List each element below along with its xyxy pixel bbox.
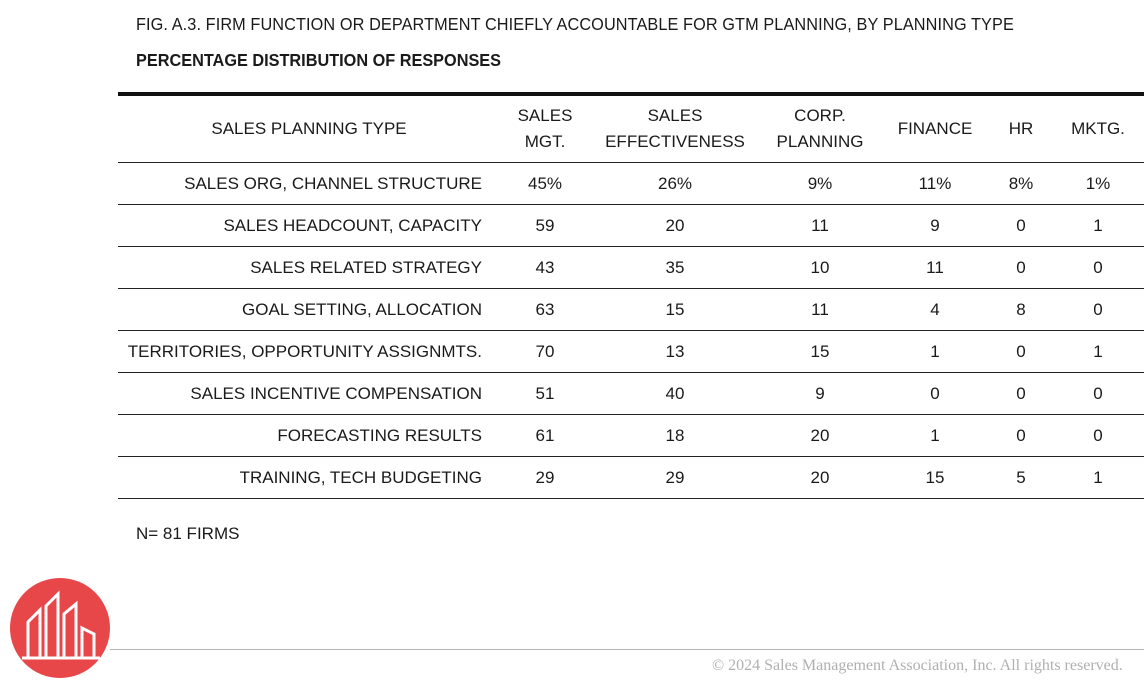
table-cell: 8% [990,162,1052,205]
table-cell: 43 [500,246,590,289]
table-cell: 63 [500,288,590,331]
table-cell: 0 [880,372,990,415]
data-table: SALES PLANNING TYPE SALES MGT. SALES EFFECTI… [118,96,1144,499]
footer-divider [110,649,1144,650]
table-cell: 11% [880,162,990,205]
table-cell: 8 [990,288,1052,331]
column-header: SALES EFFECTIVENESS [590,96,760,163]
table-cell: 1 [1052,330,1144,373]
table-cell: 26% [590,162,760,205]
table-cell: 1 [880,330,990,373]
table-body: SALES ORG, CHANNEL STRUCTURE 45% 26% 9% 11% 8… [118,162,1144,499]
column-header-line: MKTG. [1071,119,1125,138]
table-cell: 9 [760,372,880,415]
row-label: GOAL SETTING, ALLOCATION [118,288,500,331]
column-header: SALES MGT. [500,96,590,163]
table-cell: 61 [500,414,590,457]
column-header: MKTG. [1052,96,1144,163]
table-cell: 4 [880,288,990,331]
table-cell: 35 [590,246,760,289]
table-row: TERRITORIES, OPPORTUNITY ASSIGNMTS. 70 13 1… [118,330,1144,373]
column-header-line: CORP. [794,106,846,125]
table-cell: 1 [1052,204,1144,247]
table-cell: 9% [760,162,880,205]
figure-title: FIG. A.3. FIRM FUNCTION OR DEPARTMENT CH… [136,14,1014,34]
column-header: HR [990,96,1052,163]
table-cell: 20 [590,204,760,247]
row-label: TERRITORIES, OPPORTUNITY ASSIGNMTS. [118,330,500,373]
figure-subtitle: PERCENTAGE DISTRIBUTION OF RESPONSES [136,50,502,70]
column-header-line: MGT. [524,132,566,151]
column-header-line: SALES [647,106,703,125]
column-header: CORP. PLANNING [760,96,880,163]
table-cell: 0 [1052,246,1144,289]
table-cell: 15 [880,456,990,499]
table-cell: 11 [760,288,880,331]
table-cell: 0 [1052,372,1144,415]
table-cell: 0 [1052,414,1144,457]
table-cell: 29 [500,456,590,499]
table-cell: 1% [1052,162,1144,205]
table-cell: 20 [760,414,880,457]
column-header-planning-type: SALES PLANNING TYPE [118,96,500,163]
table-cell: 0 [990,372,1052,415]
column-header-line: SALES [517,106,573,125]
sample-size-note: N= 81 FIRMS [136,524,240,543]
column-header-line: FINANCE [897,119,973,138]
table-row: TRAINING, TECH BUDGETING 29 29 20 15 5 1 [118,456,1144,499]
table-cell: 15 [590,288,760,331]
row-label: FORECASTING RESULTS [118,414,500,457]
table-cell: 13 [590,330,760,373]
table-cell: 0 [990,246,1052,289]
column-header-line: SALES PLANNING TYPE [211,119,407,138]
table-cell: 10 [760,246,880,289]
table-cell: 0 [990,330,1052,373]
table-cell: 9 [880,204,990,247]
row-label: SALES RELATED STRATEGY [118,246,500,289]
row-label: SALES ORG, CHANNEL STRUCTURE [118,162,500,205]
copyright-notice: © 2024 Sales Management Association, Inc… [712,657,1123,674]
row-label: SALES INCENTIVE COMPENSATION [118,372,500,415]
table-cell: 29 [590,456,760,499]
table-cell: 0 [1052,288,1144,331]
table-cell: 0 [990,414,1052,457]
table-cell: 11 [880,246,990,289]
table-row: SALES RELATED STRATEGY 43 35 10 11 0 0 [118,246,1144,289]
table-cell: 51 [500,372,590,415]
table-row: FORECASTING RESULTS 61 18 20 1 0 0 [118,414,1144,457]
data-table-container: SALES PLANNING TYPE SALES MGT. SALES EFFECTI… [118,92,1144,499]
table-cell: 59 [500,204,590,247]
sma-logo-icon [10,578,110,678]
column-header-line: PLANNING [776,132,864,151]
table-cell: 70 [500,330,590,373]
table-cell: 0 [990,204,1052,247]
table-row: SALES INCENTIVE COMPENSATION 51 40 9 0 0 0 [118,372,1144,415]
table-header: SALES PLANNING TYPE SALES MGT. SALES EFFECTI… [118,96,1144,163]
table-cell: 11 [760,204,880,247]
table-cell: 40 [590,372,760,415]
row-label: SALES HEADCOUNT, CAPACITY [118,204,500,247]
table-row: SALES ORG, CHANNEL STRUCTURE 45% 26% 9% 11% 8… [118,162,1144,205]
table-cell: 1 [1052,456,1144,499]
table-cell: 20 [760,456,880,499]
table-row: SALES HEADCOUNT, CAPACITY 59 20 11 9 0 1 [118,204,1144,247]
table-cell: 18 [590,414,760,457]
column-header-line: EFFECTIVENESS [605,132,745,151]
table-row: GOAL SETTING, ALLOCATION 63 15 11 4 8 0 [118,288,1144,331]
column-header: FINANCE [880,96,990,163]
table-cell: 45% [500,162,590,205]
row-label: TRAINING, TECH BUDGETING [118,456,500,499]
column-header-line: HR [1008,119,1034,138]
table-header-row: SALES PLANNING TYPE SALES MGT. SALES EFFECTI… [118,96,1144,163]
table-cell: 15 [760,330,880,373]
table-cell: 1 [880,414,990,457]
table-cell: 5 [990,456,1052,499]
